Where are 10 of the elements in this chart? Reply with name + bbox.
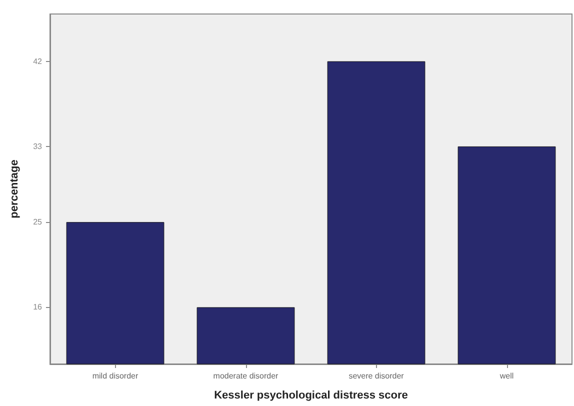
x-tick-label: mild disorder bbox=[92, 372, 138, 380]
x-tick-label: severe disorder bbox=[348, 372, 404, 380]
y-tick-label: 16 bbox=[33, 302, 43, 312]
x-tick-label: well bbox=[498, 372, 514, 380]
y-tick-label: 33 bbox=[33, 142, 43, 151]
x-tick-label: moderate disorder bbox=[213, 372, 279, 380]
x-axis-title: Kessler psychological distress score bbox=[214, 390, 408, 402]
y-tick-label: 42 bbox=[33, 56, 43, 66]
y-axis-title: percentage bbox=[8, 160, 20, 218]
y-tick-label: 25 bbox=[33, 218, 43, 227]
